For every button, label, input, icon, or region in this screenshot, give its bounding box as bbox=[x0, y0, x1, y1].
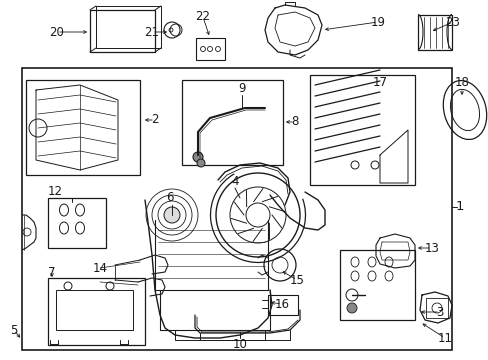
Text: 3: 3 bbox=[435, 306, 443, 319]
Circle shape bbox=[163, 207, 180, 223]
Text: 4: 4 bbox=[231, 175, 238, 189]
Text: 19: 19 bbox=[370, 15, 385, 28]
Circle shape bbox=[346, 303, 356, 313]
Bar bbox=[26, 80, 140, 175]
Text: 17: 17 bbox=[372, 76, 386, 89]
Bar bbox=[56, 290, 133, 330]
Text: 22: 22 bbox=[195, 10, 210, 23]
Bar bbox=[309, 75, 414, 185]
Bar bbox=[22, 68, 451, 350]
Text: 1: 1 bbox=[455, 201, 463, 213]
Bar bbox=[90, 10, 155, 52]
Bar bbox=[182, 80, 283, 165]
Text: 6: 6 bbox=[166, 192, 173, 204]
Circle shape bbox=[193, 152, 203, 162]
Text: 9: 9 bbox=[238, 81, 245, 94]
Text: 18: 18 bbox=[454, 76, 468, 89]
Text: 14: 14 bbox=[92, 261, 107, 274]
Text: 10: 10 bbox=[232, 338, 247, 351]
Text: 21: 21 bbox=[144, 26, 159, 39]
Text: 13: 13 bbox=[424, 242, 439, 255]
Text: 16: 16 bbox=[274, 297, 289, 310]
Bar bbox=[267, 295, 297, 315]
Text: 5: 5 bbox=[10, 324, 18, 337]
Bar bbox=[96, 6, 161, 48]
Text: 15: 15 bbox=[289, 274, 304, 287]
Bar bbox=[48, 198, 106, 248]
Bar bbox=[417, 15, 451, 50]
Text: 23: 23 bbox=[445, 15, 460, 28]
Text: 7: 7 bbox=[48, 265, 56, 279]
Bar bbox=[339, 250, 414, 320]
Text: 11: 11 bbox=[437, 332, 451, 345]
Text: 8: 8 bbox=[291, 116, 298, 129]
Text: 2: 2 bbox=[151, 113, 159, 126]
Text: 12: 12 bbox=[47, 185, 62, 198]
Circle shape bbox=[197, 159, 204, 167]
Text: 20: 20 bbox=[49, 26, 64, 39]
Bar bbox=[425, 298, 447, 318]
Bar bbox=[48, 278, 145, 345]
Bar bbox=[196, 38, 224, 60]
